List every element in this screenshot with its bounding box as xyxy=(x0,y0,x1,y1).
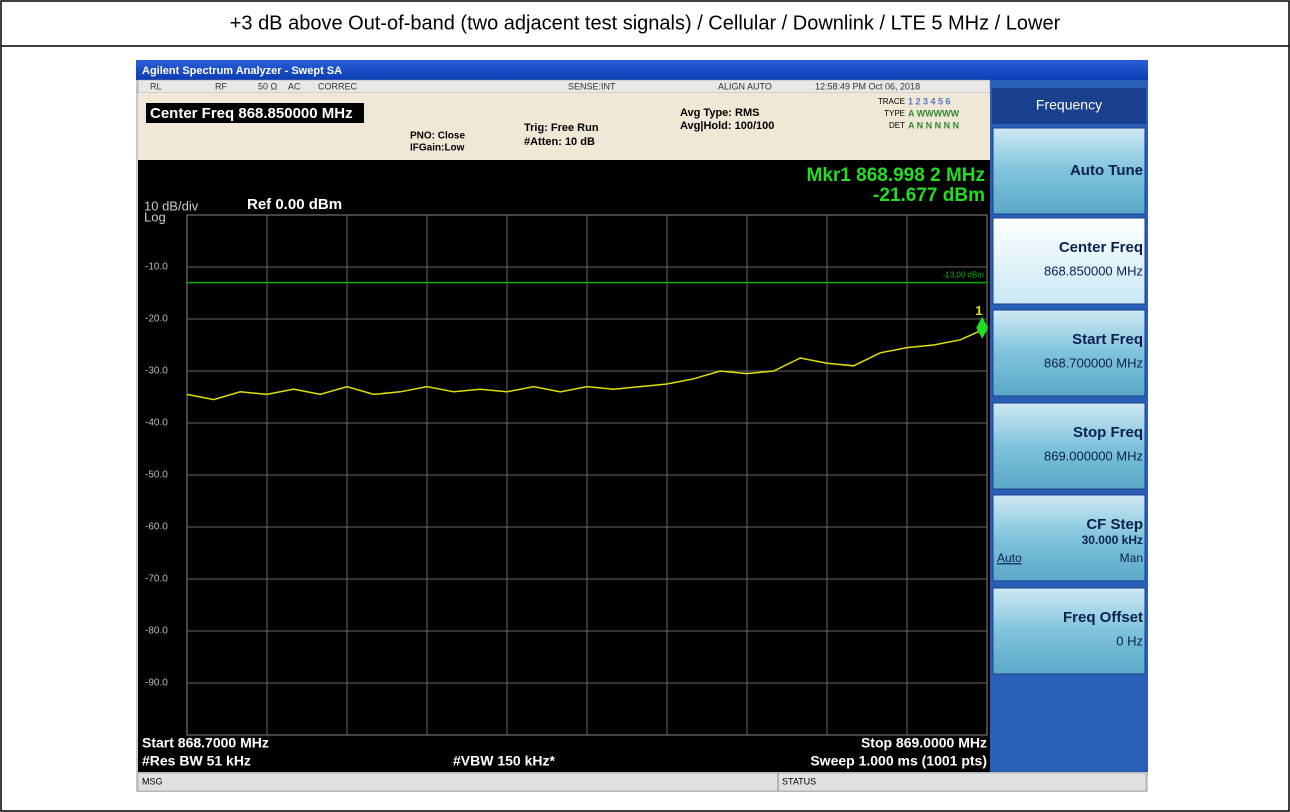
status-item: 50 Ω xyxy=(258,81,278,91)
center-freq-box xyxy=(146,103,364,123)
y-tick-label: -40.0 xyxy=(145,418,168,429)
softkey-value: 0 Hz xyxy=(1116,633,1143,648)
trace xyxy=(186,327,988,401)
sweep: Sweep 1.000 ms (1001 pts) xyxy=(810,753,987,769)
center-freq: Center Freq 868.850000 MHz xyxy=(150,105,353,122)
log: Log xyxy=(144,209,166,224)
trig: Trig: Free Run xyxy=(524,122,599,134)
vbw: #VBW 150 kHz* xyxy=(453,753,555,769)
softkey-label: Center Freq xyxy=(1059,239,1143,256)
title-bar xyxy=(136,60,1148,80)
softkey-label: Auto Tune xyxy=(1070,162,1143,179)
marker xyxy=(976,316,989,339)
y-tick-label: -70.0 xyxy=(145,574,168,585)
screen xyxy=(138,160,990,772)
softkey-value: 869.000000 MHz xyxy=(1044,448,1143,463)
status-item: RL xyxy=(150,81,162,91)
y-tick-label: -30.0 xyxy=(145,366,168,377)
softkey-value: 868.700000 MHz xyxy=(1044,355,1143,370)
avg-type: Avg Type: RMS xyxy=(680,107,759,119)
scale: 10 dB/div xyxy=(144,198,199,213)
softkey-value: 868.850000 MHz xyxy=(1044,263,1143,278)
type-vals: A WWWWW xyxy=(908,108,960,118)
softkey[interactable] xyxy=(992,494,1146,582)
trace-nums: 1 2 3 4 5 6 xyxy=(908,96,951,106)
softkey-value: 30.000 kHz xyxy=(1082,533,1143,547)
bottom-bar xyxy=(137,772,1147,792)
marker-label: Mkr1 868.998 2 MHz xyxy=(807,165,986,186)
window-title: Agilent Spectrum Analyzer - Swept SA xyxy=(142,65,342,77)
limit-label: -13.00 dBm xyxy=(943,271,985,280)
avg-hold: Avg|Hold: 100/100 xyxy=(680,120,774,132)
status-item: RF xyxy=(215,81,227,91)
softkey-label: Start Freq xyxy=(1072,331,1143,348)
y-tick-label: -50.0 xyxy=(145,470,168,481)
det-label: DET xyxy=(889,121,905,130)
y-tick-label: -20.0 xyxy=(145,314,168,325)
softkey-option: Auto xyxy=(997,551,1022,565)
softkey[interactable] xyxy=(992,402,1146,490)
softkey-title-box xyxy=(992,88,1146,124)
softkey[interactable] xyxy=(992,127,1146,215)
stop-freq: Stop 869.0000 MHz xyxy=(861,735,987,751)
status-item: ALIGN AUTO xyxy=(718,81,772,91)
softkey-label: CF Step xyxy=(1086,516,1143,533)
softkey[interactable] xyxy=(992,587,1146,675)
y-tick-label: -80.0 xyxy=(145,626,168,637)
start-freq: Start 868.7000 MHz xyxy=(142,735,269,751)
type-label: TYPE xyxy=(884,109,905,118)
softkey-label: Stop Freq xyxy=(1073,424,1143,441)
softkey-option: Man xyxy=(1120,551,1143,565)
header-title: +3 dB above Out-of-band (two adjacent te… xyxy=(230,12,1061,34)
det-vals: A N N N N N xyxy=(908,120,959,130)
msg: MSG xyxy=(142,776,163,786)
softkey[interactable] xyxy=(992,309,1146,397)
pno: PNO: Close xyxy=(410,131,465,142)
trace-label: TRACE xyxy=(878,97,905,106)
res-bw: #Res BW 51 kHz xyxy=(142,753,251,769)
ifgain: IFGain:Low xyxy=(410,143,465,154)
softkey[interactable] xyxy=(992,217,1146,305)
softkey-label: Freq Offset xyxy=(1063,609,1143,626)
y-tick-label: -90.0 xyxy=(145,678,168,689)
softkey-title: Frequency xyxy=(1036,97,1102,113)
ref-level: Ref 0.00 dBm xyxy=(247,196,342,213)
y-tick-label: -10.0 xyxy=(145,262,168,273)
status-item: AC xyxy=(288,81,301,91)
status-item: SENSE:INT xyxy=(568,81,616,91)
y-tick-label: -60.0 xyxy=(145,522,168,533)
status: STATUS xyxy=(782,776,816,786)
marker-value: -21.677 dBm xyxy=(873,185,985,206)
marker-number: 1 xyxy=(975,303,982,318)
atten: #Atten: 10 dB xyxy=(524,136,595,148)
status-item: CORREC xyxy=(318,81,358,91)
status-item: 12:58:49 PM Oct 06, 2018 xyxy=(815,81,920,91)
